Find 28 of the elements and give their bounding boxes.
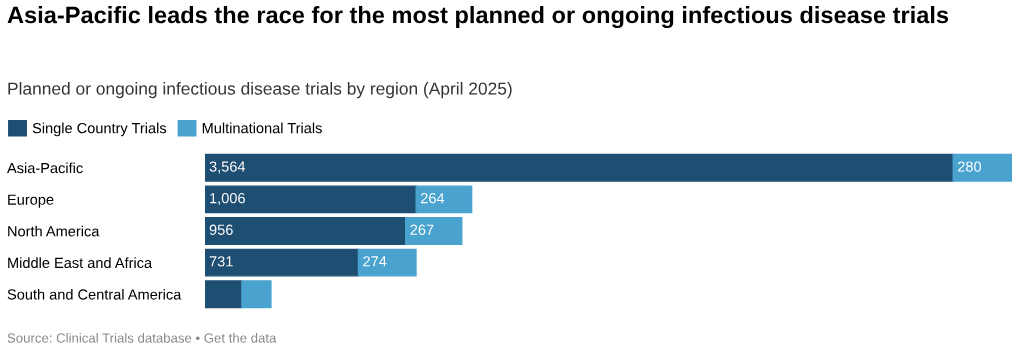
legend-label: Single Country Trials xyxy=(32,122,167,137)
chart-subtitle: Planned or ongoing infectious disease trials by region (April 2025) xyxy=(8,82,512,99)
bar xyxy=(205,153,954,182)
bar xyxy=(205,280,243,309)
y-tick-label: Europe xyxy=(8,194,54,208)
data-label: 274 xyxy=(363,256,387,267)
source-note: Source: Clinical Trials database • Get the data xyxy=(7,333,277,343)
data-label: 267 xyxy=(410,224,434,235)
legend-label: Multinational Trials xyxy=(202,122,322,134)
bar xyxy=(357,248,417,277)
bar xyxy=(205,185,417,214)
chart-title: Asia-Pacific leads the race for the most planned or ongoing infectious disease trials xyxy=(7,6,949,29)
y-tick-label: North America xyxy=(8,225,100,237)
data-label: 956 xyxy=(209,224,233,235)
y-tick-label: Middle East and Africa xyxy=(8,257,153,269)
data-label: 264 xyxy=(420,192,445,204)
data-label: 731 xyxy=(209,256,233,267)
data-label: 3,564 xyxy=(209,161,246,174)
bar xyxy=(205,248,360,277)
data-label: 1,006 xyxy=(210,192,245,206)
bar xyxy=(205,217,407,245)
y-tick-label: South and Central America xyxy=(7,288,182,300)
bar xyxy=(952,153,1012,182)
bar xyxy=(415,185,473,214)
y-tick-label: Asia-Pacific xyxy=(7,162,83,174)
bar xyxy=(241,280,272,309)
bar xyxy=(405,217,463,245)
data-label: 280 xyxy=(958,161,982,172)
